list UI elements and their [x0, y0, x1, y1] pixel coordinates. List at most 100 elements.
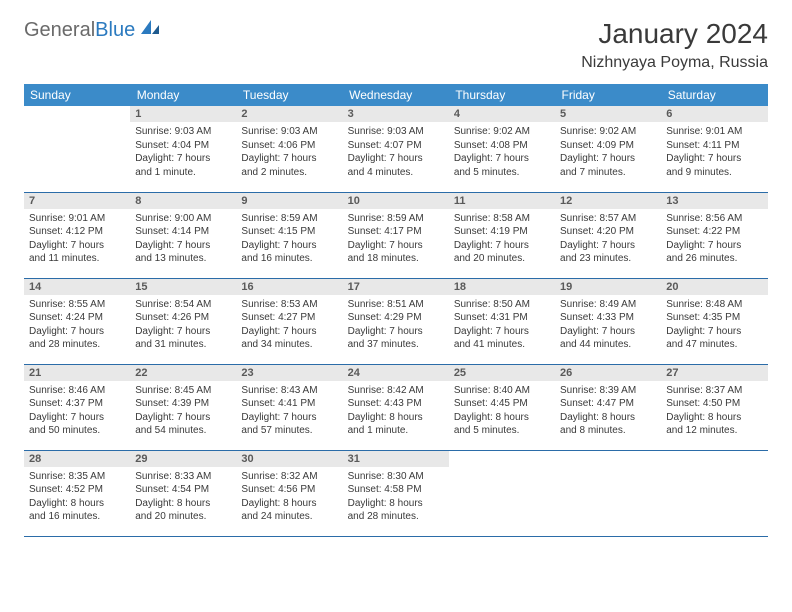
weekday-header: Friday — [555, 84, 661, 106]
calendar-day-cell: 26Sunrise: 8:39 AMSunset: 4:47 PMDayligh… — [555, 364, 661, 450]
day-details: Sunrise: 8:57 AMSunset: 4:20 PMDaylight:… — [555, 209, 661, 270]
day-number: 23 — [236, 365, 342, 381]
daylight2-text: and 5 minutes. — [454, 166, 550, 180]
sunrise-text: Sunrise: 8:58 AM — [454, 212, 550, 226]
day-number: 21 — [24, 365, 130, 381]
sunrise-text: Sunrise: 8:33 AM — [135, 470, 231, 484]
daylight2-text: and 50 minutes. — [29, 424, 125, 438]
day-number: 29 — [130, 451, 236, 467]
sunrise-text: Sunrise: 8:57 AM — [560, 212, 656, 226]
daylight1-text: Daylight: 8 hours — [135, 497, 231, 511]
daylight1-text: Daylight: 8 hours — [348, 497, 444, 511]
day-details: Sunrise: 8:59 AMSunset: 4:15 PMDaylight:… — [236, 209, 342, 270]
sunrise-text: Sunrise: 8:55 AM — [29, 298, 125, 312]
weekday-header: Tuesday — [236, 84, 342, 106]
weekday-header: Wednesday — [343, 84, 449, 106]
weekday-header: Monday — [130, 84, 236, 106]
weekday-header: Thursday — [449, 84, 555, 106]
daylight2-text: and 7 minutes. — [560, 166, 656, 180]
day-number: 31 — [343, 451, 449, 467]
day-details: Sunrise: 8:35 AMSunset: 4:52 PMDaylight:… — [24, 467, 130, 528]
sunrise-text: Sunrise: 8:53 AM — [241, 298, 337, 312]
sunrise-text: Sunrise: 8:59 AM — [241, 212, 337, 226]
calendar-day-cell: .. — [555, 450, 661, 536]
calendar-week-row: 21Sunrise: 8:46 AMSunset: 4:37 PMDayligh… — [24, 364, 768, 450]
daylight2-text: and 11 minutes. — [29, 252, 125, 266]
sunset-text: Sunset: 4:43 PM — [348, 397, 444, 411]
day-number: 11 — [449, 193, 555, 209]
day-details: Sunrise: 8:32 AMSunset: 4:56 PMDaylight:… — [236, 467, 342, 528]
day-number: 17 — [343, 279, 449, 295]
daylight1-text: Daylight: 7 hours — [348, 325, 444, 339]
sunset-text: Sunset: 4:54 PM — [135, 483, 231, 497]
sunset-text: Sunset: 4:11 PM — [666, 139, 762, 153]
day-number: 7 — [24, 193, 130, 209]
sunset-text: Sunset: 4:15 PM — [241, 225, 337, 239]
calendar-day-cell: .. — [661, 450, 767, 536]
calendar-day-cell: 11Sunrise: 8:58 AMSunset: 4:19 PMDayligh… — [449, 192, 555, 278]
daylight2-text: and 18 minutes. — [348, 252, 444, 266]
day-number: 14 — [24, 279, 130, 295]
sunrise-text: Sunrise: 9:03 AM — [241, 125, 337, 139]
sunset-text: Sunset: 4:08 PM — [454, 139, 550, 153]
calendar-day-cell: 14Sunrise: 8:55 AMSunset: 4:24 PMDayligh… — [24, 278, 130, 364]
sunrise-text: Sunrise: 8:50 AM — [454, 298, 550, 312]
day-details: Sunrise: 8:51 AMSunset: 4:29 PMDaylight:… — [343, 295, 449, 356]
day-number: 18 — [449, 279, 555, 295]
daylight1-text: Daylight: 7 hours — [135, 239, 231, 253]
day-number: 6 — [661, 106, 767, 122]
sunset-text: Sunset: 4:04 PM — [135, 139, 231, 153]
sunset-text: Sunset: 4:52 PM — [29, 483, 125, 497]
calendar-day-cell: 10Sunrise: 8:59 AMSunset: 4:17 PMDayligh… — [343, 192, 449, 278]
calendar-day-cell: 17Sunrise: 8:51 AMSunset: 4:29 PMDayligh… — [343, 278, 449, 364]
sunrise-text: Sunrise: 8:37 AM — [666, 384, 762, 398]
sunset-text: Sunset: 4:22 PM — [666, 225, 762, 239]
day-details: Sunrise: 8:39 AMSunset: 4:47 PMDaylight:… — [555, 381, 661, 442]
daylight1-text: Daylight: 8 hours — [241, 497, 337, 511]
day-number: 5 — [555, 106, 661, 122]
sunrise-text: Sunrise: 8:59 AM — [348, 212, 444, 226]
day-details: Sunrise: 8:53 AMSunset: 4:27 PMDaylight:… — [236, 295, 342, 356]
daylight2-text: and 24 minutes. — [241, 510, 337, 524]
calendar-week-row: ..1Sunrise: 9:03 AMSunset: 4:04 PMDaylig… — [24, 106, 768, 192]
sunrise-text: Sunrise: 8:45 AM — [135, 384, 231, 398]
location-label: Nizhnyaya Poyma, Russia — [581, 54, 768, 72]
day-number: 12 — [555, 193, 661, 209]
calendar-day-cell: 2Sunrise: 9:03 AMSunset: 4:06 PMDaylight… — [236, 106, 342, 192]
daylight2-text: and 26 minutes. — [666, 252, 762, 266]
calendar-day-cell: 18Sunrise: 8:50 AMSunset: 4:31 PMDayligh… — [449, 278, 555, 364]
calendar-day-cell: 25Sunrise: 8:40 AMSunset: 4:45 PMDayligh… — [449, 364, 555, 450]
day-number: 3 — [343, 106, 449, 122]
calendar-day-cell: 20Sunrise: 8:48 AMSunset: 4:35 PMDayligh… — [661, 278, 767, 364]
calendar-day-cell: 19Sunrise: 8:49 AMSunset: 4:33 PMDayligh… — [555, 278, 661, 364]
calendar-day-cell: 6Sunrise: 9:01 AMSunset: 4:11 PMDaylight… — [661, 106, 767, 192]
day-details: Sunrise: 8:40 AMSunset: 4:45 PMDaylight:… — [449, 381, 555, 442]
day-number: 8 — [130, 193, 236, 209]
sunrise-text: Sunrise: 9:01 AM — [666, 125, 762, 139]
sunset-text: Sunset: 4:35 PM — [666, 311, 762, 325]
calendar-table: Sunday Monday Tuesday Wednesday Thursday… — [24, 84, 768, 537]
sunrise-text: Sunrise: 8:49 AM — [560, 298, 656, 312]
daylight1-text: Daylight: 8 hours — [666, 411, 762, 425]
sunset-text: Sunset: 4:41 PM — [241, 397, 337, 411]
daylight2-text: and 57 minutes. — [241, 424, 337, 438]
day-number: 30 — [236, 451, 342, 467]
calendar-day-cell: 31Sunrise: 8:30 AMSunset: 4:58 PMDayligh… — [343, 450, 449, 536]
logo-text-general: General — [24, 19, 95, 42]
sunset-text: Sunset: 4:26 PM — [135, 311, 231, 325]
day-number: 1 — [130, 106, 236, 122]
logo: General Blue — [24, 18, 161, 42]
sunset-text: Sunset: 4:27 PM — [241, 311, 337, 325]
daylight2-text: and 5 minutes. — [454, 424, 550, 438]
daylight1-text: Daylight: 7 hours — [454, 325, 550, 339]
sunset-text: Sunset: 4:45 PM — [454, 397, 550, 411]
calendar-day-cell: 21Sunrise: 8:46 AMSunset: 4:37 PMDayligh… — [24, 364, 130, 450]
sunrise-text: Sunrise: 8:54 AM — [135, 298, 231, 312]
daylight1-text: Daylight: 8 hours — [454, 411, 550, 425]
calendar-day-cell: 30Sunrise: 8:32 AMSunset: 4:56 PMDayligh… — [236, 450, 342, 536]
weekday-header: Saturday — [661, 84, 767, 106]
day-details: Sunrise: 8:56 AMSunset: 4:22 PMDaylight:… — [661, 209, 767, 270]
sunrise-text: Sunrise: 8:51 AM — [348, 298, 444, 312]
day-details: Sunrise: 8:46 AMSunset: 4:37 PMDaylight:… — [24, 381, 130, 442]
day-details: Sunrise: 8:59 AMSunset: 4:17 PMDaylight:… — [343, 209, 449, 270]
